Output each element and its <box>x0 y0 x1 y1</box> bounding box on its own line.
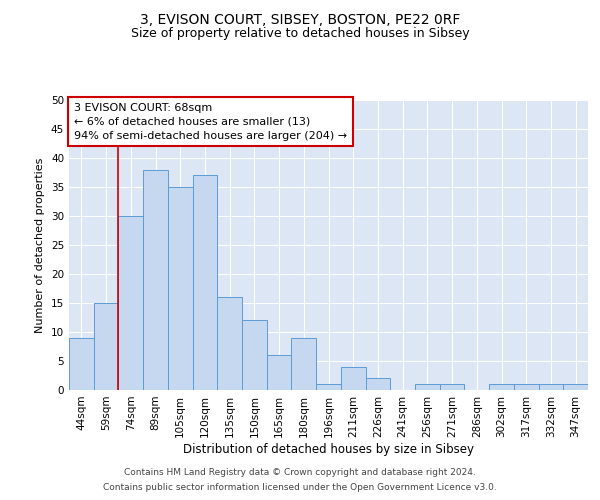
Bar <box>193 176 217 390</box>
Y-axis label: Number of detached properties: Number of detached properties <box>35 158 46 332</box>
Bar <box>292 338 316 390</box>
Bar <box>69 338 94 390</box>
Bar <box>365 378 390 390</box>
Text: 3 EVISON COURT: 68sqm
← 6% of detached houses are smaller (13)
94% of semi-detac: 3 EVISON COURT: 68sqm ← 6% of detached h… <box>74 103 347 141</box>
Bar <box>267 355 292 390</box>
Bar <box>168 187 193 390</box>
Bar <box>489 384 514 390</box>
X-axis label: Distribution of detached houses by size in Sibsey: Distribution of detached houses by size … <box>183 442 474 456</box>
Bar <box>514 384 539 390</box>
Bar <box>118 216 143 390</box>
Bar <box>94 303 118 390</box>
Bar <box>217 297 242 390</box>
Bar <box>539 384 563 390</box>
Text: Size of property relative to detached houses in Sibsey: Size of property relative to detached ho… <box>131 28 469 40</box>
Text: Contains HM Land Registry data © Crown copyright and database right 2024.: Contains HM Land Registry data © Crown c… <box>124 468 476 477</box>
Bar <box>316 384 341 390</box>
Bar <box>242 320 267 390</box>
Bar <box>341 367 365 390</box>
Bar <box>143 170 168 390</box>
Bar <box>563 384 588 390</box>
Text: Contains public sector information licensed under the Open Government Licence v3: Contains public sector information licen… <box>103 483 497 492</box>
Bar <box>415 384 440 390</box>
Bar <box>440 384 464 390</box>
Text: 3, EVISON COURT, SIBSEY, BOSTON, PE22 0RF: 3, EVISON COURT, SIBSEY, BOSTON, PE22 0R… <box>140 12 460 26</box>
